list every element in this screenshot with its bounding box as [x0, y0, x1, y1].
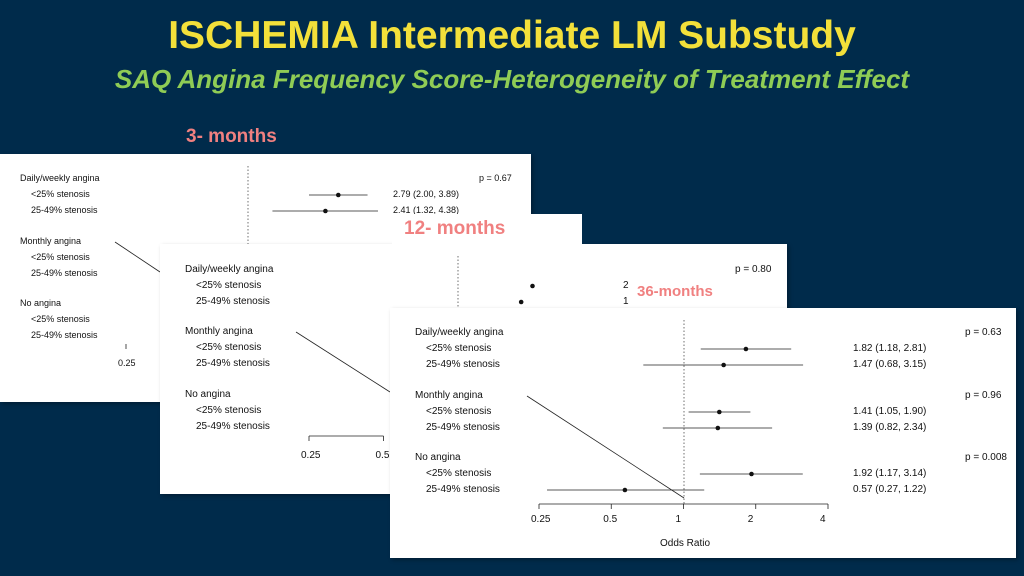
row-label: <25% stenosis: [196, 405, 262, 416]
forest-plot-svg: [526, 320, 829, 509]
page-title: ISCHEMIA Intermediate LM Substudy: [168, 14, 856, 57]
x-tick-label: 4: [820, 514, 826, 525]
row-label: <25% stenosis: [426, 406, 492, 417]
group-label: No angina: [185, 389, 231, 400]
estimate-text: 0.57 (0.27, 1.22): [853, 484, 927, 495]
group-label: Monthly angina: [185, 326, 253, 337]
group-label: Monthly angina: [415, 390, 483, 401]
group-label: Monthly angina: [20, 236, 82, 246]
panel-label-12-months: 12- months: [404, 218, 506, 239]
row-label: <25% stenosis: [196, 342, 262, 353]
x-tick-label: 0.25: [301, 450, 321, 461]
row-label: 25-49% stenosis: [196, 358, 270, 369]
estimate-text: 2: [623, 280, 629, 291]
panel-label-12-months-strip: 12- months: [392, 214, 582, 244]
p-value: p = 0.96: [965, 390, 1002, 401]
odds-ratio-point: [530, 283, 535, 289]
x-tick-label: 0.25: [531, 514, 551, 525]
row-label: <25% stenosis: [31, 252, 90, 262]
row-label: <25% stenosis: [31, 189, 90, 199]
group-label: Daily/weekly angina: [415, 327, 504, 338]
estimate-text: 1.41 (1.05, 1.90): [853, 406, 927, 417]
estimate-text: 2.79 (2.00, 3.89): [393, 189, 460, 199]
forest-plot-36-months: Daily/weekly angina p = 0.63 <25% stenosis…: [390, 308, 1016, 558]
x-tick-label: 0.5: [375, 450, 390, 461]
x-axis-label: Odds Ratio: [660, 538, 711, 549]
row-label: 25-49% stenosis: [426, 359, 500, 370]
row-label: 25-49% stenosis: [31, 268, 98, 278]
odds-ratio-point: [721, 362, 726, 368]
odds-ratio-point: [715, 425, 721, 431]
group-label: Daily/weekly angina: [185, 264, 274, 275]
diagonal-line: [114, 241, 161, 273]
p-value: p = 0.008: [965, 452, 1007, 463]
row-label: <25% stenosis: [196, 280, 262, 291]
estimate-text: 1.47 (0.68, 3.15): [853, 359, 927, 370]
group-label: Daily/weekly angina: [20, 173, 100, 183]
odds-ratio-point: [743, 346, 749, 352]
panel-label-3-months: 3- months: [186, 126, 277, 147]
forest-plot-svg: [295, 256, 535, 441]
row-label: <25% stenosis: [426, 343, 492, 354]
row-label: 25-49% stenosis: [196, 296, 270, 307]
odds-ratio-point: [622, 487, 628, 493]
row-label: 25-49% stenosis: [426, 484, 500, 495]
odds-ratio-point: [717, 409, 722, 415]
estimate-text: 1: [623, 296, 629, 307]
x-tick-label: 2: [747, 514, 754, 525]
page-subtitle: SAQ Angina Frequency Score-Heterogeneity…: [114, 64, 910, 94]
p-value: p = 0.63: [965, 327, 1002, 338]
row-label: 25-49% stenosis: [31, 330, 98, 340]
odds-ratio-point: [323, 208, 328, 214]
estimate-text: 1.82 (1.18, 2.81): [853, 343, 927, 354]
panel-label-36-months: 36-months: [637, 283, 713, 300]
row-label: <25% stenosis: [426, 468, 492, 479]
row-label: 25-49% stenosis: [31, 205, 98, 215]
x-tick-label: 1: [675, 514, 682, 525]
estimate-text: 2.41 (1.32, 4.38): [393, 205, 460, 215]
odds-ratio-point: [749, 471, 754, 477]
group-label: No angina: [20, 298, 62, 308]
p-value: p = 0.80: [735, 264, 772, 275]
estimate-text: 1.92 (1.17, 3.14): [853, 468, 927, 479]
diagonal-line: [295, 331, 391, 393]
odds-ratio-point: [518, 299, 524, 305]
row-label: 25-49% stenosis: [426, 422, 500, 433]
row-label: <25% stenosis: [31, 314, 90, 324]
row-label: 25-49% stenosis: [196, 421, 270, 432]
odds-ratio-point: [335, 192, 341, 198]
estimate-text: 1.39 (0.82, 2.34): [853, 422, 927, 433]
x-tick-label: 0.25: [118, 358, 136, 368]
group-label: No angina: [415, 452, 461, 463]
diagonal-line: [526, 395, 685, 499]
p-value: p = 0.67: [479, 173, 512, 183]
x-tick-label: 0.5: [603, 514, 618, 525]
